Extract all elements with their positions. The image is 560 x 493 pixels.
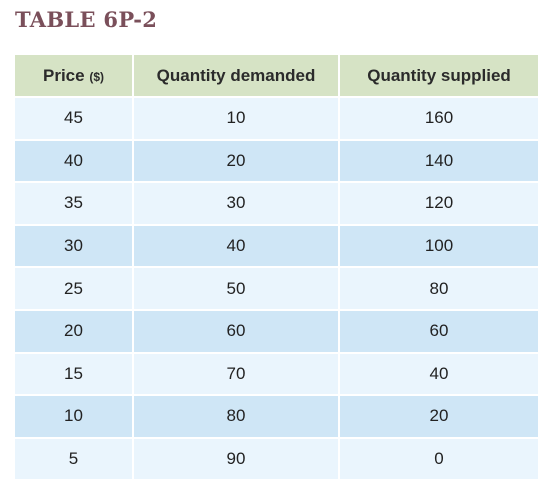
table-row: 10 80 20 xyxy=(15,395,538,439)
cell-quantity-demanded: 20 xyxy=(133,139,340,184)
table-row: 25 50 80 xyxy=(15,267,538,311)
cell-price: 15 xyxy=(15,352,134,397)
cell-quantity-demanded: 30 xyxy=(133,182,340,226)
cell-quantity-supplied: 160 xyxy=(339,97,538,141)
header-price-label: Price xyxy=(43,65,85,85)
cell-price: 20 xyxy=(15,309,134,354)
cell-quantity-supplied: 40 xyxy=(339,352,538,397)
cell-quantity-supplied: 140 xyxy=(339,139,538,184)
cell-price: 10 xyxy=(15,395,134,439)
table-row: 35 30 120 xyxy=(15,182,538,226)
table-header: Price ($) Quantity demanded Quantity sup… xyxy=(15,55,538,98)
supply-demand-table: Price ($) Quantity demanded Quantity sup… xyxy=(15,55,538,482)
table-row: 30 40 100 xyxy=(15,224,538,269)
cell-quantity-demanded: 10 xyxy=(133,97,340,141)
cell-quantity-demanded: 60 xyxy=(133,309,340,354)
cell-price: 45 xyxy=(15,97,134,141)
header-row: Price ($) Quantity demanded Quantity sup… xyxy=(15,55,538,98)
table-title: TABLE 6P-2 xyxy=(15,7,158,32)
table-row: 45 10 160 xyxy=(15,97,538,141)
cell-quantity-supplied: 100 xyxy=(339,224,538,269)
table-row: 20 60 60 xyxy=(15,309,538,354)
cell-price: 30 xyxy=(15,224,134,269)
cell-price: 25 xyxy=(15,267,134,311)
table-row: 15 70 40 xyxy=(15,352,538,397)
header-price-unit: ($) xyxy=(89,69,104,84)
cell-quantity-supplied: 60 xyxy=(339,309,538,354)
header-quantity-demanded: Quantity demanded xyxy=(133,55,340,98)
header-price: Price ($) xyxy=(15,55,134,98)
cell-quantity-supplied: 0 xyxy=(339,437,538,482)
cell-quantity-supplied: 80 xyxy=(339,267,538,311)
table-body: 45 10 160 40 20 140 35 30 120 30 40 100 … xyxy=(15,97,538,482)
cell-price: 40 xyxy=(15,139,134,184)
cell-quantity-supplied: 120 xyxy=(339,182,538,226)
cell-price: 35 xyxy=(15,182,134,226)
cell-quantity-demanded: 40 xyxy=(133,224,340,269)
cell-quantity-supplied: 20 xyxy=(339,395,538,439)
table-row: 40 20 140 xyxy=(15,139,538,184)
header-quantity-supplied: Quantity supplied xyxy=(339,55,538,98)
table-row: 5 90 0 xyxy=(15,437,538,482)
cell-price: 5 xyxy=(15,437,134,482)
cell-quantity-demanded: 90 xyxy=(133,437,340,482)
cell-quantity-demanded: 50 xyxy=(133,267,340,311)
cell-quantity-demanded: 80 xyxy=(133,395,340,439)
cell-quantity-demanded: 70 xyxy=(133,352,340,397)
